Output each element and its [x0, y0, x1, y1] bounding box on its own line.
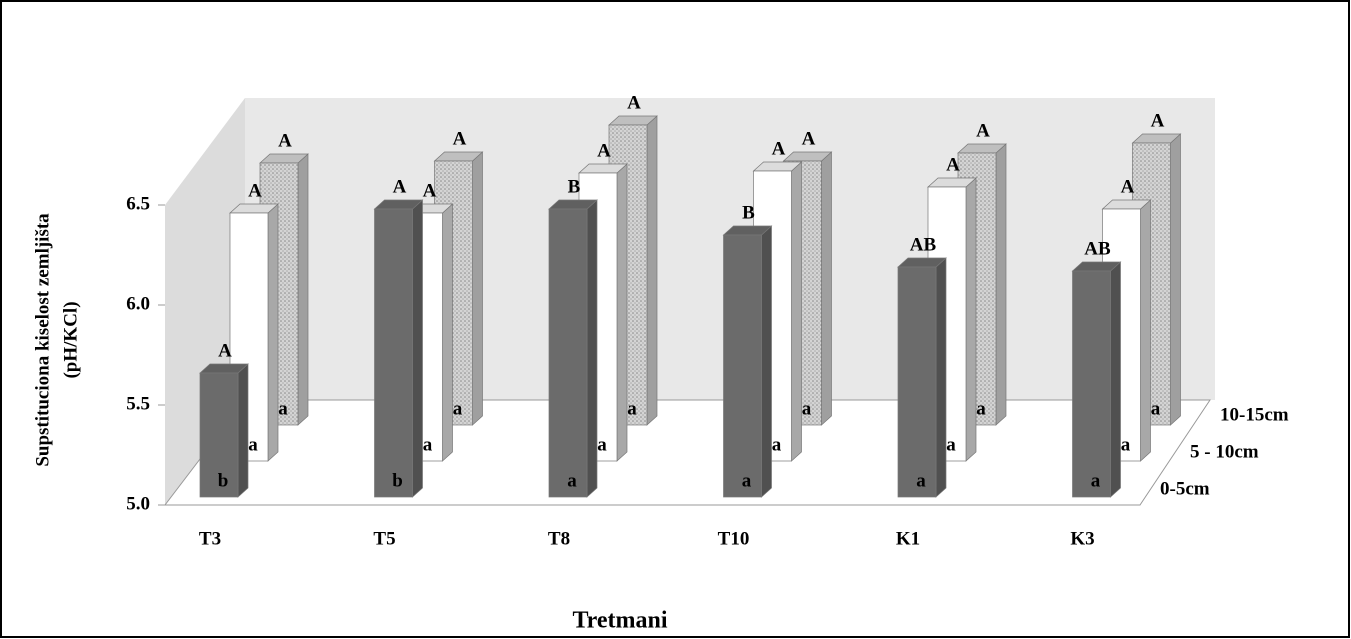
bar [199, 372, 239, 498]
upper-letter: A [597, 140, 611, 161]
bar-side [267, 203, 279, 462]
y-tick-label: 6.5 [126, 193, 150, 214]
bar-side [646, 115, 658, 426]
upper-letter: A [278, 130, 292, 151]
floor [163, 399, 1211, 506]
legend-label: 10-15cm [1220, 404, 1289, 425]
bar-side [1110, 261, 1121, 498]
bar-side [821, 151, 832, 426]
upper-letter: A [976, 120, 990, 141]
legend-label: 0-5cm [1160, 478, 1210, 499]
lower-letter: b [392, 470, 403, 491]
upper-letter: A [423, 180, 437, 201]
lower-letter: a [976, 398, 986, 419]
lower-letter: a [278, 398, 288, 419]
lower-letter: a [453, 398, 463, 419]
bar-side [616, 163, 628, 462]
lower-letter: a [1121, 434, 1131, 455]
bar-side [965, 177, 977, 462]
bar-side [761, 225, 772, 498]
lower-letter: a [597, 434, 607, 455]
upper-letter: A [1121, 176, 1135, 197]
bar [548, 208, 588, 498]
x-title: Tretmani [572, 608, 667, 634]
x-tick-label: T8 [548, 528, 570, 549]
lower-letter: a [916, 470, 926, 491]
bar-side [472, 151, 483, 426]
lower-letter: a [248, 434, 258, 455]
y-title: (pH/KCl) [60, 301, 81, 378]
x-tick-label: T3 [199, 528, 221, 549]
lower-letter: a [802, 398, 812, 419]
bar-side [442, 203, 453, 462]
bar [897, 266, 937, 498]
y-tick-label: 5.5 [126, 393, 150, 414]
legend-label: 5 - 10cm [1190, 441, 1259, 462]
upper-letter: AB [1084, 238, 1111, 259]
x-tick-label: K3 [1070, 528, 1094, 549]
bar-side [1140, 199, 1151, 462]
lower-letter: a [772, 434, 782, 455]
lower-letter: a [742, 470, 752, 491]
bar-side [791, 161, 802, 462]
upper-letter: A [453, 128, 467, 149]
upper-letter: B [568, 176, 581, 197]
y-tick-label: 5.0 [126, 493, 150, 514]
bar-side [995, 143, 1007, 426]
y-title: Supstituciona kiselost zemljišta [32, 213, 53, 467]
bar [723, 234, 762, 498]
lower-letter: a [1091, 470, 1101, 491]
bar-side [935, 257, 947, 498]
upper-letter: A [393, 176, 407, 197]
bar-side [297, 153, 309, 426]
bar-side [412, 199, 423, 498]
upper-letter: A [1151, 110, 1165, 131]
x-tick-label: T10 [718, 528, 750, 549]
upper-letter: A [218, 340, 232, 361]
bar-side [237, 363, 249, 498]
bar-side [586, 199, 598, 498]
upper-letter: A [248, 180, 262, 201]
lower-letter: a [627, 398, 637, 419]
lower-letter: a [1151, 398, 1161, 419]
lower-letter: a [567, 470, 577, 491]
upper-letter: B [742, 202, 755, 223]
upper-letter: A [772, 138, 786, 159]
y-tick-label: 6.0 [126, 293, 150, 314]
bar [374, 208, 413, 498]
upper-letter: A [802, 128, 816, 149]
upper-letter: AB [910, 234, 937, 255]
lower-letter: a [423, 434, 433, 455]
bar-side [1170, 133, 1181, 426]
x-tick-label: T5 [373, 528, 395, 549]
bar [1072, 270, 1111, 498]
lower-letter: a [946, 434, 956, 455]
x-tick-label: K1 [896, 528, 920, 549]
upper-letter: A [946, 154, 960, 175]
lower-letter: b [218, 470, 229, 491]
upper-letter: A [627, 92, 641, 113]
